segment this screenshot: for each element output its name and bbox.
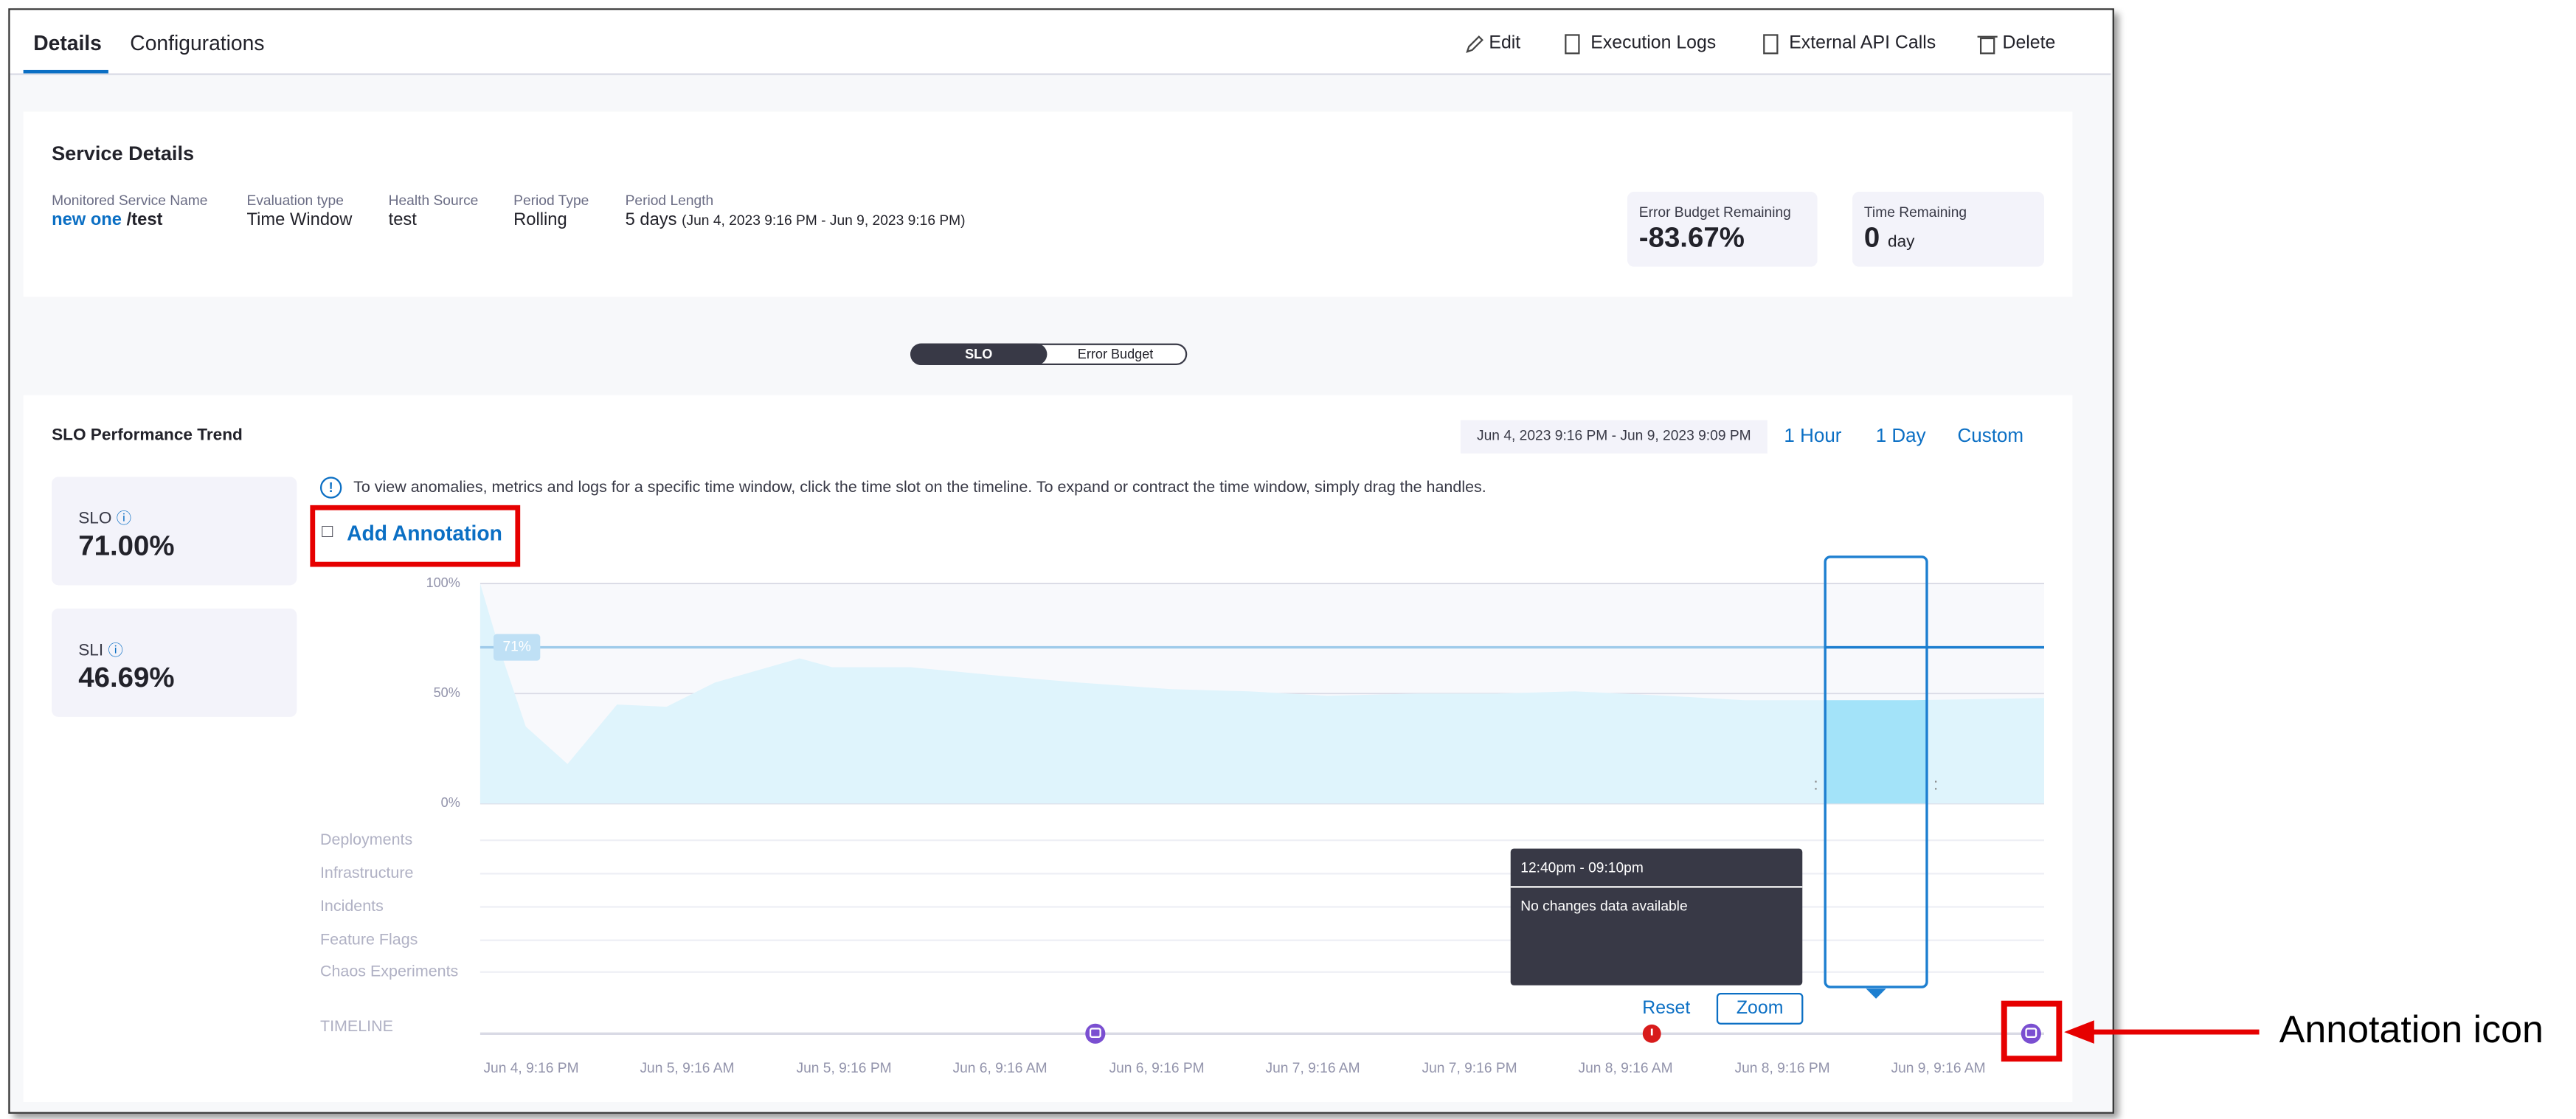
section-title: SLO Performance Trend bbox=[52, 426, 243, 446]
selection-window[interactable] bbox=[1824, 555, 1928, 988]
annotation-marker-glyph bbox=[2025, 1028, 2037, 1038]
card-label: SLI ⓘ bbox=[78, 639, 123, 660]
x-tick-label: Jun 9, 9:16 AM bbox=[1891, 1061, 1986, 1076]
target-badge bbox=[494, 634, 541, 661]
field-suffix: (Jun 4, 2023 9:16 PM - Jun 9, 2023 9:16 … bbox=[682, 212, 966, 229]
field-label: Health Source bbox=[388, 191, 479, 209]
metric-unit: day bbox=[1888, 233, 1915, 252]
card-value: 71.00% bbox=[78, 530, 175, 562]
x-tick-label: Jun 5, 9:16 PM bbox=[796, 1061, 891, 1076]
tooltip-text: No changes data available bbox=[1520, 899, 1687, 915]
tooltip-title: 12:40pm - 09:10pm bbox=[1520, 861, 1644, 876]
info-icon: ⓘ bbox=[116, 510, 132, 527]
card-label-text: SLI bbox=[78, 642, 104, 661]
field-value: Rolling bbox=[513, 209, 567, 230]
toggle-option[interactable]: SLO bbox=[910, 343, 1048, 365]
y-tick-label: 100% bbox=[426, 575, 460, 590]
info-text: To view anomalies, metrics and logs for … bbox=[353, 478, 1486, 497]
field-label: Period Type bbox=[513, 191, 589, 209]
metric-value: -83.67% bbox=[1638, 221, 1745, 254]
field-value-main: 5 days bbox=[625, 209, 677, 230]
card-label-text: SLO bbox=[78, 510, 112, 529]
annotation-marker-glyph bbox=[1089, 1028, 1101, 1038]
x-tick-label: Jun 4, 9:16 PM bbox=[483, 1061, 578, 1076]
y-tick-label: 50% bbox=[434, 685, 460, 700]
sli-card bbox=[52, 608, 297, 717]
x-tick-label: Jun 6, 9:16 PM bbox=[1109, 1061, 1204, 1076]
row-label: Infrastructure bbox=[320, 864, 413, 881]
range-button[interactable]: 1 Day bbox=[1875, 426, 1926, 447]
toggle-option[interactable]: Error Budget bbox=[1077, 347, 1154, 362]
field-label: Evaluation type bbox=[246, 191, 344, 209]
card-label: SLO ⓘ bbox=[78, 507, 132, 529]
tab[interactable]: Configurations bbox=[130, 31, 265, 55]
action-icons bbox=[1466, 34, 1998, 55]
row-label: Incidents bbox=[320, 897, 384, 915]
callout-arrowhead bbox=[2064, 1020, 2094, 1044]
field-value: 5 days (Jun 4, 2023 9:16 PM - Jun 9, 202… bbox=[626, 210, 966, 230]
area-selected bbox=[1825, 699, 1928, 804]
highlight-box bbox=[2001, 1000, 2063, 1062]
reset-button[interactable]: Reset bbox=[1642, 997, 1690, 1018]
callout-label: Annotation icon bbox=[2279, 1008, 2544, 1051]
comment-icon: □ bbox=[322, 522, 333, 542]
field-value: new one /test bbox=[52, 210, 162, 230]
metric-value: 0 day bbox=[1864, 222, 1915, 255]
y-tick-label: 0% bbox=[441, 795, 460, 810]
x-tick-label: Jun 7, 9:16 PM bbox=[1422, 1061, 1517, 1076]
metric-card bbox=[1627, 191, 1818, 267]
card-value: 46.69% bbox=[78, 662, 175, 694]
x-tick-label: Jun 8, 9:16 AM bbox=[1579, 1061, 1673, 1076]
add-annotation-button[interactable]: Add Annotation bbox=[347, 522, 502, 546]
row-label: TIMELINE bbox=[320, 1017, 393, 1035]
x-tick-label: Jun 6, 9:16 AM bbox=[952, 1061, 1047, 1076]
field-value: test bbox=[388, 209, 417, 230]
drag-handle[interactable]: : bbox=[1813, 775, 1818, 794]
metric-number: 0 bbox=[1863, 221, 1880, 254]
selection-pointer bbox=[1866, 988, 1886, 999]
field-suffix: /test bbox=[126, 209, 163, 230]
metric-label: Time Remaining bbox=[1863, 203, 1967, 221]
tooltip bbox=[1510, 848, 1803, 985]
field-label: Monitored Service Name bbox=[52, 191, 208, 209]
date-range[interactable]: Jun 4, 2023 9:16 PM - Jun 9, 2023 9:09 P… bbox=[1460, 420, 1767, 454]
field-value: Time Window bbox=[246, 209, 353, 230]
action-button[interactable]: External API Calls bbox=[1789, 33, 1936, 54]
action-button[interactable]: Execution Logs bbox=[1590, 33, 1717, 54]
row-label: Feature Flags bbox=[320, 930, 418, 948]
area bbox=[479, 583, 2045, 804]
x-tick-label: Jun 7, 9:16 AM bbox=[1265, 1061, 1360, 1076]
info-icon: ! bbox=[319, 477, 342, 499]
tab[interactable]: Details bbox=[33, 31, 102, 55]
range-button[interactable]: 1 Hour bbox=[1784, 426, 1842, 447]
field-label: Period Length bbox=[625, 191, 714, 209]
x-tick-label: Jun 8, 9:16 PM bbox=[1735, 1061, 1830, 1076]
zoom-border bbox=[1716, 992, 1804, 1025]
row-label: Deployments bbox=[320, 831, 412, 848]
metric-card bbox=[1852, 191, 2045, 267]
drag-handle[interactable]: : bbox=[1933, 775, 1938, 794]
target-label: 71% bbox=[502, 640, 530, 655]
section-title: Service Details bbox=[52, 142, 195, 165]
annotation-marker[interactable] bbox=[2021, 1023, 2041, 1044]
annotation-marker[interactable] bbox=[1085, 1023, 1106, 1044]
action-button[interactable]: Edit bbox=[1489, 33, 1521, 54]
highlight-box bbox=[310, 505, 521, 567]
metric-label: Error Budget Remaining bbox=[1638, 203, 1791, 221]
info-icon: ⓘ bbox=[108, 642, 123, 659]
x-tick-label: Jun 5, 9:16 AM bbox=[640, 1061, 734, 1076]
range-button[interactable]: Custom bbox=[1957, 426, 2024, 447]
row-label: Chaos Experiments bbox=[320, 962, 458, 980]
tab-underline bbox=[23, 69, 108, 74]
zoom-button[interactable]: Zoom bbox=[1737, 997, 1784, 1018]
link[interactable]: new one bbox=[52, 209, 122, 230]
action-button[interactable]: Delete bbox=[2002, 33, 2056, 54]
tab-bar bbox=[10, 10, 2111, 75]
slo-card bbox=[52, 477, 297, 586]
